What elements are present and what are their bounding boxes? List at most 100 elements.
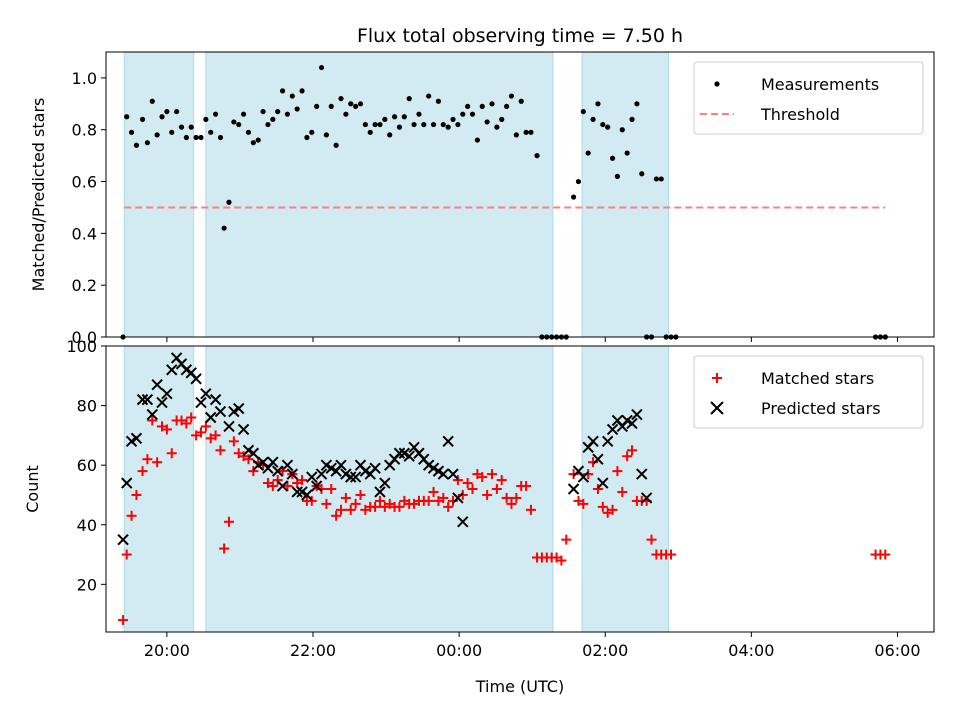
predicted-star-point <box>452 492 464 504</box>
predicted-marker-stroke <box>223 420 235 433</box>
matched-star-point <box>486 469 497 480</box>
predicted-marker-stroke <box>636 468 648 480</box>
predicted-star-point <box>301 489 313 501</box>
measurement-point <box>600 121 606 128</box>
measurement-point <box>149 98 155 104</box>
y-tick-label: 0.4 <box>72 224 97 243</box>
measurement-point <box>203 116 209 122</box>
predicted-marker-stroke <box>393 447 406 459</box>
matched-star-point <box>321 498 332 509</box>
predicted-star-point <box>200 387 212 400</box>
matched-star-point <box>137 466 148 477</box>
x-axis-title: Time (UTC) <box>475 677 564 696</box>
predicted-star-point <box>291 486 303 498</box>
predicted-marker-stroke <box>369 462 381 474</box>
measurement-point <box>406 96 412 102</box>
measurement-point <box>426 93 432 99</box>
x-tick-label: 20:00 <box>144 641 190 660</box>
predicted-star-point <box>120 477 133 489</box>
legend-label: Measurements <box>761 75 879 94</box>
matched-star-point <box>646 534 657 545</box>
measurement-point <box>605 124 611 130</box>
predicted-marker-stroke <box>257 456 269 468</box>
measurement-point <box>396 124 403 130</box>
measurement-point <box>484 119 490 125</box>
matched-star-point <box>181 418 192 429</box>
measurement-point <box>595 101 601 107</box>
predicted-marker-stroke <box>345 471 357 483</box>
matched-star-point <box>457 489 468 500</box>
measurement-point <box>580 108 586 115</box>
matched-star-point <box>345 504 356 515</box>
measurement-point <box>372 121 378 128</box>
matched-star-point <box>462 478 473 489</box>
measurement-point <box>377 121 383 128</box>
matched-star-point <box>374 495 385 506</box>
predicted-star-point <box>209 393 222 406</box>
predicted-marker-stroke <box>195 396 207 409</box>
measurement-point <box>575 178 582 185</box>
measurement-point <box>338 96 344 102</box>
legend-marker-measurements <box>714 81 720 87</box>
matched-star-point <box>195 427 206 438</box>
predicted-marker-stroke <box>592 453 604 465</box>
predicted-marker-stroke <box>325 462 337 474</box>
predicted-marker-stroke <box>611 414 624 427</box>
matched-star-point <box>568 469 579 480</box>
predicted-marker-stroke <box>437 468 449 480</box>
predicted-marker-stroke <box>205 411 217 424</box>
predicted-star-point <box>151 379 163 391</box>
matched-star-point <box>267 481 278 492</box>
predicted-marker-stroke <box>418 453 430 465</box>
matched-star-point <box>443 501 454 512</box>
measurement-point <box>494 124 500 130</box>
predicted-star-point <box>233 402 245 415</box>
matched-star-point <box>161 424 172 435</box>
matched-star-point <box>248 466 259 477</box>
y-tick-label: 0.8 <box>72 121 97 140</box>
predicted-marker-stroke <box>442 435 454 448</box>
predicted-marker-stroke <box>117 533 129 546</box>
predicted-marker-stroke <box>185 367 197 379</box>
y-tick-label: 0.2 <box>72 276 97 295</box>
predicted-marker-stroke <box>631 408 643 421</box>
matched-star-point <box>477 472 488 483</box>
predicted-marker-stroke <box>597 477 609 489</box>
predicted-star-point <box>345 471 357 483</box>
measurement-point <box>619 127 625 133</box>
predicted-marker-stroke <box>359 465 372 477</box>
measurement-point <box>154 132 160 138</box>
matched-star-point <box>491 484 502 494</box>
measurement-point <box>139 116 146 122</box>
measurement-point <box>629 116 635 122</box>
legend: Measurements Threshold <box>693 61 924 135</box>
measurement-point <box>469 111 476 117</box>
measurement-point <box>474 137 480 143</box>
measurement-point <box>421 121 427 128</box>
predicted-star-point <box>214 405 227 418</box>
measurement-point <box>435 98 442 104</box>
measurement-point <box>534 153 540 159</box>
predicted-star-point <box>379 477 391 489</box>
measurement-point <box>445 124 451 130</box>
predicted-marker-stroke <box>452 492 464 504</box>
measurement-point <box>440 121 446 128</box>
measurement-point <box>124 114 130 120</box>
predicted-marker-stroke <box>166 364 178 376</box>
predicted-star-point <box>606 423 619 436</box>
matched-star-point <box>331 510 342 521</box>
measurement-point <box>236 121 242 128</box>
predicted-marker-stroke <box>315 468 328 480</box>
matched-star-point <box>525 504 536 515</box>
matched-star-point <box>597 501 608 512</box>
observation-interval-band <box>123 345 195 633</box>
bottom-panel: 20 40 60 80 100 20:00 22:00 00:00 02:00 04:00 06:0… <box>23 337 935 660</box>
legend-marker-predicted <box>710 401 724 415</box>
matched-star-point <box>297 475 308 486</box>
predicted-marker-stroke <box>567 483 580 495</box>
legend-label: Threshold <box>760 105 840 124</box>
predicted-star-point <box>271 465 284 477</box>
predicted-star-point <box>636 468 648 480</box>
matched-star-point <box>215 445 226 456</box>
